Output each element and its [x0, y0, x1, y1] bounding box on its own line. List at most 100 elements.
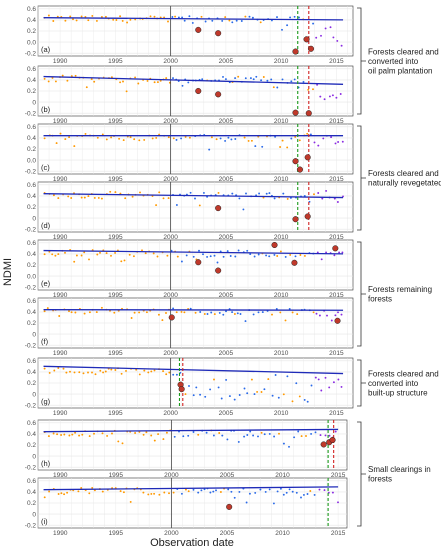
observation-point — [157, 433, 160, 436]
x-tick-label: 1990 — [53, 58, 68, 65]
observation-point — [295, 491, 298, 494]
observation-point — [266, 79, 269, 82]
trend-line — [43, 75, 344, 85]
observation-point — [238, 197, 241, 200]
observation-point — [261, 311, 264, 314]
observation-point — [323, 98, 326, 101]
observation-point — [254, 491, 257, 494]
outlier-point — [168, 314, 175, 321]
observation-point — [58, 315, 61, 317]
observation-point — [314, 376, 317, 379]
observation-point — [69, 15, 72, 18]
observation-point — [293, 15, 296, 18]
y-tick-label: 0.2 — [27, 380, 36, 387]
observation-point — [328, 95, 331, 98]
observation-point — [206, 313, 209, 315]
observation-point — [229, 255, 232, 257]
y-tick-label: 0 — [32, 215, 36, 222]
observation-point — [188, 15, 191, 18]
observation-point — [52, 432, 55, 435]
outlier-point — [215, 30, 222, 37]
observation-point — [279, 311, 282, 314]
x-tick-label: 2000 — [163, 118, 178, 125]
observation-point — [171, 16, 174, 18]
observation-point — [218, 311, 221, 314]
y-tick-label: 0.2 — [27, 28, 36, 35]
observation-point — [172, 373, 175, 376]
annotation-bracket — [357, 7, 366, 115]
observation-point — [281, 28, 283, 31]
y-tick-label: 0.4 — [27, 135, 36, 142]
observation-point — [93, 432, 95, 435]
panel-e: -0.2 0.0 0.2 0.4 0.6 1990 1995 2000 2005 2010 2015… — [25, 239, 354, 299]
observation-point — [88, 492, 91, 495]
x-tick-label: 1995 — [108, 234, 123, 241]
observation-point — [167, 20, 169, 23]
observation-point — [305, 435, 307, 437]
y-tick-label: 0.0 — [27, 157, 36, 164]
observation-point — [254, 145, 257, 148]
panel-label: (d) — [41, 221, 51, 230]
observation-point — [175, 373, 178, 376]
observation-point — [123, 259, 126, 262]
outlier-point — [215, 205, 222, 212]
observation-point — [331, 94, 334, 97]
observation-point — [87, 371, 89, 374]
y-tick-label: 0.6 — [27, 358, 36, 365]
observation-point — [238, 394, 241, 396]
observation-point — [282, 442, 285, 445]
x-tick-label: 1995 — [109, 472, 124, 479]
observation-point — [104, 370, 107, 373]
observation-point — [191, 21, 194, 24]
observation-point — [138, 139, 141, 142]
observation-point — [91, 14, 94, 17]
annotation-line: built-up structure — [368, 389, 428, 398]
observation-point — [293, 78, 296, 81]
trend-line — [43, 486, 339, 491]
observation-point — [177, 16, 180, 19]
observation-point — [203, 313, 206, 315]
y-tick-label: 0 — [32, 99, 36, 106]
observation-point — [88, 258, 90, 261]
annotation-line: forests — [368, 475, 392, 484]
observation-point — [69, 370, 71, 373]
outlier-point — [292, 48, 299, 55]
observation-point — [165, 77, 168, 80]
observation-point — [101, 133, 104, 136]
observation-point — [276, 16, 278, 19]
observation-point — [172, 77, 174, 80]
observation-point — [206, 255, 209, 258]
observation-point — [47, 435, 50, 438]
observation-point — [212, 490, 215, 493]
observation-point — [324, 27, 327, 30]
observation-point — [213, 378, 215, 381]
observation-point — [183, 19, 186, 22]
observation-point — [204, 395, 207, 398]
x-tick-label: 1995 — [108, 292, 123, 299]
outlier-point — [292, 158, 299, 165]
y-tick-label: 0.6 — [27, 298, 36, 305]
observation-point — [161, 319, 164, 322]
observation-point — [174, 15, 177, 18]
observation-point — [57, 197, 60, 200]
observation-point — [279, 487, 282, 490]
x-tick-label: 2005 — [219, 350, 234, 357]
observation-point — [109, 190, 112, 193]
observation-point — [150, 434, 153, 437]
observation-point — [306, 132, 309, 135]
observation-point — [303, 194, 306, 197]
annotation-line: Forests cleared and — [368, 370, 439, 379]
panel-i: -0.2 0 0.2 0.4 0.6 1990 1995 2000 2005 2010 2015 (i… — [25, 477, 350, 537]
observation-point — [302, 493, 305, 496]
x-tick-label: 2000 — [163, 58, 178, 65]
observation-point — [85, 86, 88, 89]
observation-point — [268, 192, 271, 195]
observation-point — [264, 490, 267, 493]
observation-point — [215, 138, 218, 141]
observation-point — [251, 16, 254, 19]
observation-point — [231, 192, 234, 195]
y-tick-label: 0.4 — [27, 77, 36, 84]
observation-point — [333, 254, 336, 257]
observation-point — [172, 491, 175, 494]
observation-point — [162, 438, 165, 441]
